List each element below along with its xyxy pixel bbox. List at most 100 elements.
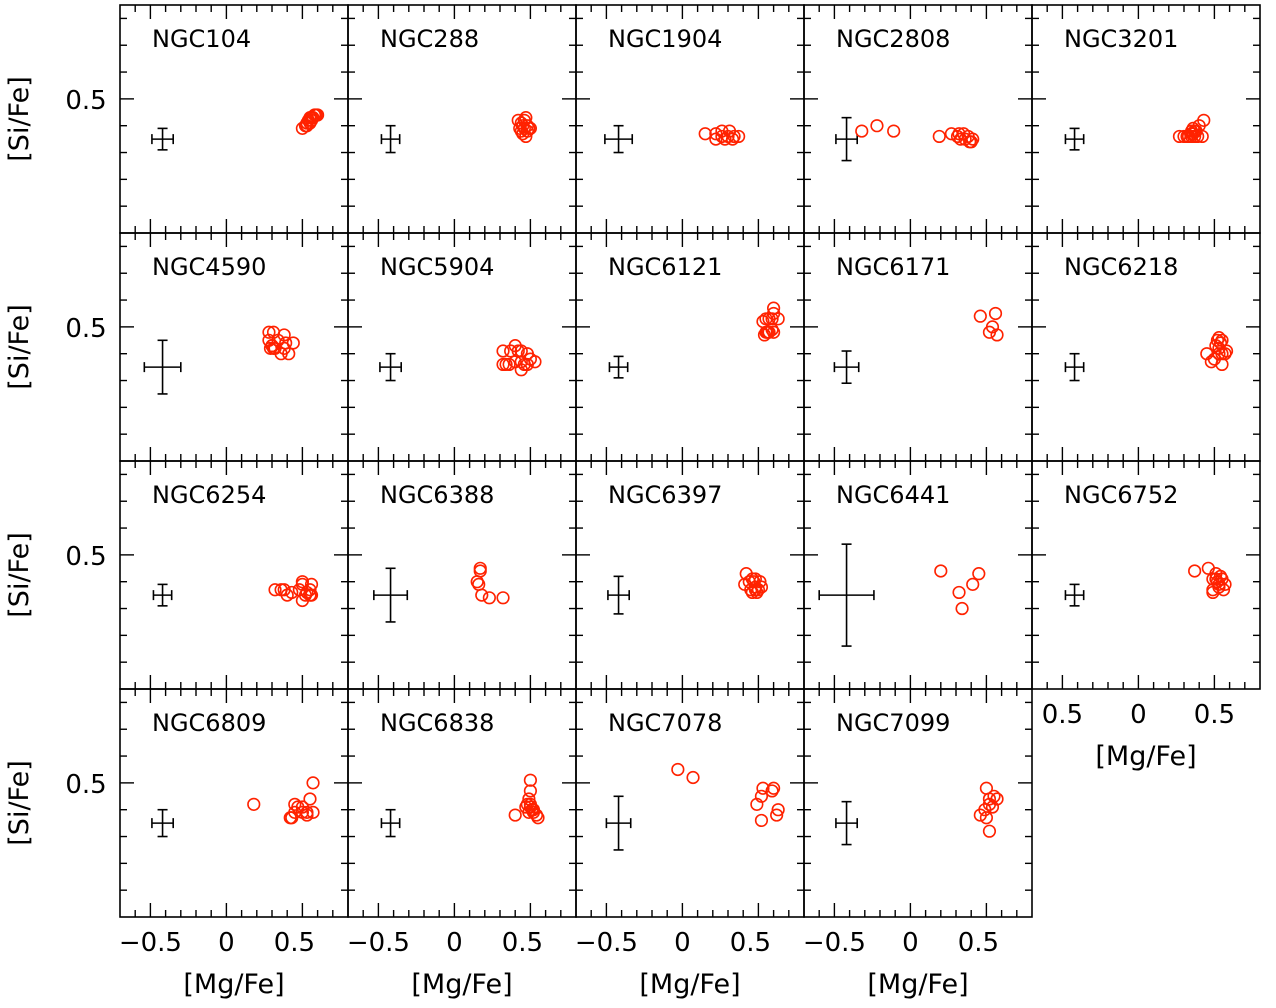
data-point — [754, 813, 769, 828]
data-point — [771, 803, 785, 817]
x-axis-label: [Mg/Fe] — [411, 969, 512, 1000]
data-point — [770, 808, 784, 822]
data-point — [745, 585, 759, 600]
data-point — [520, 124, 534, 138]
data-point — [887, 124, 901, 138]
errorbar — [1064, 583, 1085, 607]
data-point — [282, 347, 296, 361]
data-point — [932, 129, 946, 144]
panel-ngc6397: NGC6397 — [575, 460, 805, 690]
y-tick-label: 0.5 — [65, 314, 106, 344]
panel-ngc104: NGC104 0.5 [Si/Fe] — [4, 4, 349, 234]
panel-label: NGC4590 — [152, 253, 266, 281]
panel-ngc4590: NGC4590 0.5 [Si/Fe] — [4, 232, 349, 462]
panel-label: NGC6809 — [152, 709, 266, 737]
data-point — [870, 119, 884, 133]
data-point — [1197, 113, 1211, 127]
errorbar — [605, 795, 632, 851]
x-tick-label: −0.5 — [119, 928, 182, 958]
data-point — [523, 784, 538, 798]
x-tick-label: 0 — [218, 928, 235, 958]
data-point — [985, 800, 1000, 814]
data-point — [520, 357, 534, 372]
x-tick-label: 0 — [446, 928, 463, 958]
errorbar — [835, 800, 859, 846]
y-tick-label: 0.5 — [65, 86, 106, 116]
data-point — [304, 111, 319, 125]
data-point — [988, 306, 1003, 321]
x-tick-label: 0.5 — [1042, 700, 1083, 730]
errorbar — [143, 339, 182, 395]
data-point — [766, 325, 781, 339]
x-tick-label: 0.5 — [1194, 700, 1235, 730]
panel-ngc6388: NGC6388 — [347, 460, 577, 690]
panel-ngc3201: NGC3201 — [1031, 4, 1261, 234]
data-point — [973, 309, 987, 323]
panel-ngc6441: NGC6441 — [803, 460, 1033, 690]
x-tick-label: −0.5 — [575, 928, 638, 958]
data-point — [473, 561, 487, 575]
panel-label: NGC6752 — [1064, 481, 1178, 509]
data-point — [288, 797, 302, 811]
y-axis-label: [Si/Fe] — [4, 532, 35, 617]
data-point — [766, 781, 781, 795]
errorbar — [1064, 352, 1085, 382]
data-point — [982, 325, 997, 339]
panel-frame — [1031, 460, 1261, 690]
panel-label: NGC6838 — [380, 709, 494, 737]
data-point — [285, 811, 299, 825]
x-axis-label: [Mg/Fe] — [1095, 741, 1196, 772]
data-point — [759, 312, 773, 326]
y-tick-label: 0.5 — [65, 770, 106, 800]
x-tick-label: −0.5 — [803, 928, 866, 958]
panel-ngc6121: NGC6121 — [575, 232, 805, 462]
x-tick-label: 0.5 — [502, 928, 543, 958]
errorbar — [818, 543, 875, 647]
data-point — [982, 824, 997, 838]
data-point — [671, 762, 685, 777]
errorbar — [379, 352, 403, 382]
data-point — [508, 808, 522, 822]
data-point — [514, 344, 528, 358]
data-point — [523, 773, 538, 787]
errorbar — [380, 124, 401, 154]
data-point — [725, 132, 740, 146]
data-point — [750, 797, 764, 811]
panel-label: NGC6121 — [608, 253, 722, 281]
data-point — [525, 803, 539, 817]
data-point — [972, 567, 986, 581]
panel-label: NGC6397 — [608, 481, 722, 509]
data-point — [765, 312, 779, 326]
x-tick-label: 0.5 — [958, 928, 999, 958]
data-point — [973, 808, 987, 822]
x-tick-label: 0 — [674, 928, 691, 958]
data-point — [306, 776, 320, 790]
data-point — [306, 805, 320, 819]
data-point — [482, 591, 496, 605]
data-point — [1206, 585, 1220, 600]
data-point — [1210, 333, 1225, 347]
data-point — [496, 344, 510, 358]
data-point — [496, 591, 510, 605]
panel-ngc6171: NGC6171 — [803, 232, 1033, 462]
panel-label: NGC1904 — [608, 25, 722, 53]
panel-label: NGC288 — [380, 25, 479, 53]
data-point — [966, 577, 980, 591]
data-point — [950, 129, 965, 144]
x-tick-label: 0.5 — [274, 928, 315, 958]
data-point — [1180, 129, 1194, 144]
panel-label: NGC6388 — [380, 481, 494, 509]
data-point — [502, 357, 516, 372]
panel-ngc6752: NGC6752 0.5 0 0.5 [Mg/Fe] — [1031, 460, 1261, 772]
data-point — [955, 601, 969, 616]
errorbar — [380, 808, 401, 838]
panel-label: NGC6441 — [836, 481, 950, 509]
panel-label: NGC6171 — [836, 253, 950, 281]
panel-ngc5904: NGC5904 — [347, 232, 577, 462]
data-point — [300, 808, 314, 822]
errorbar — [151, 808, 174, 838]
errorbar — [152, 583, 173, 607]
data-point — [303, 792, 317, 806]
x-tick-label: 0.5 — [730, 928, 771, 958]
